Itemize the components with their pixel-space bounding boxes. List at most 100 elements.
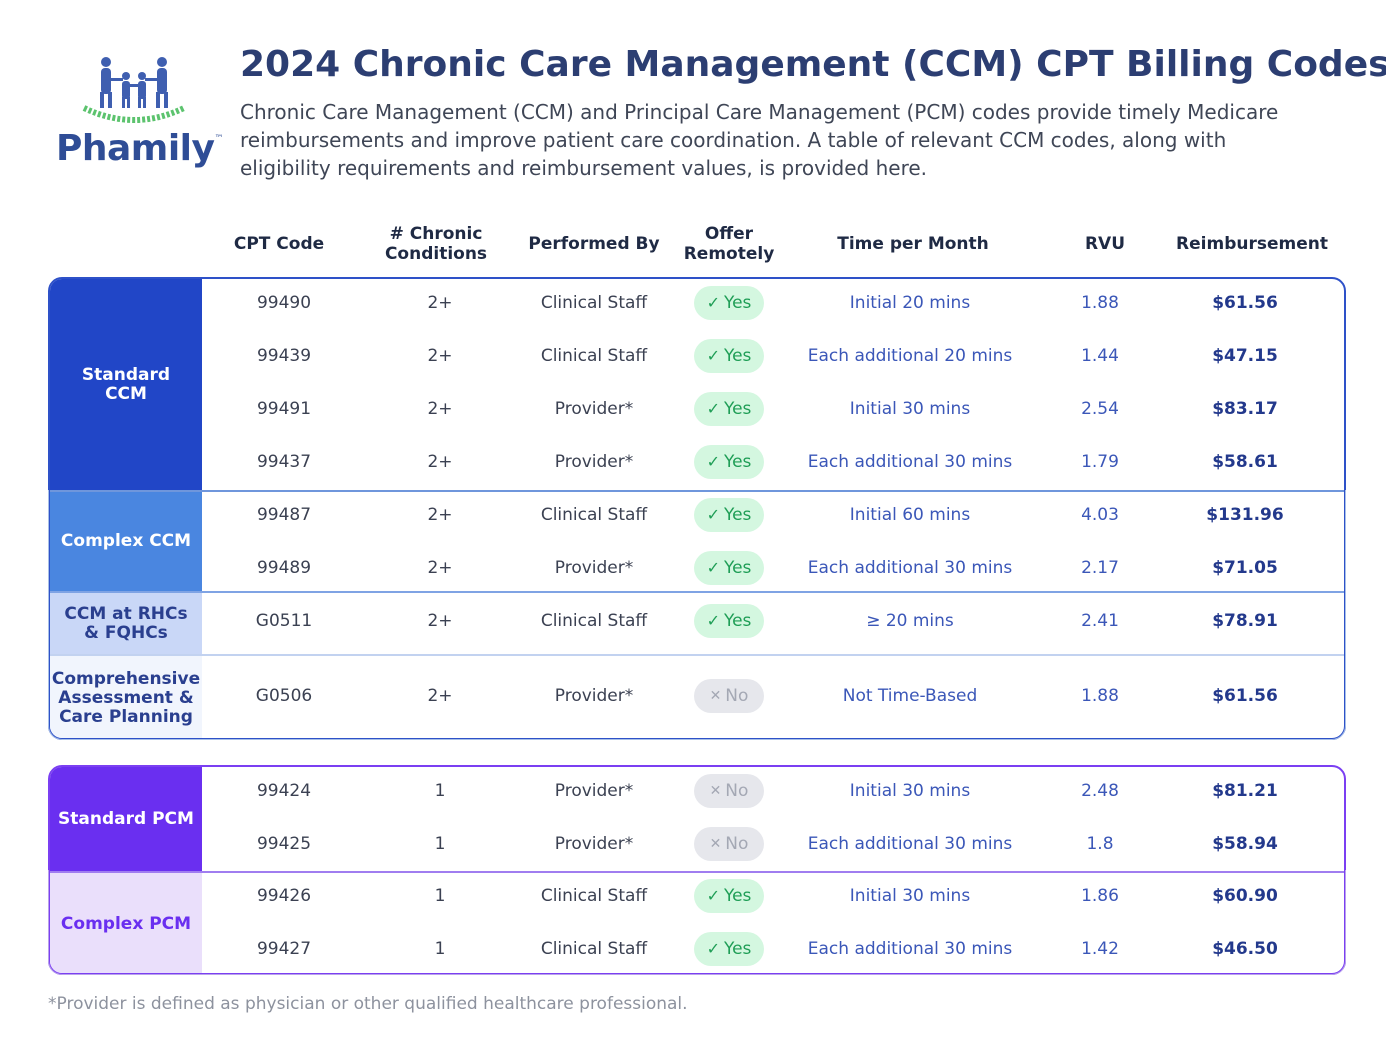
reimbursement-cell: $71.05 xyxy=(1170,541,1320,594)
check-icon: ✓ xyxy=(706,558,720,577)
cpt-code-cell: 99439 xyxy=(208,329,360,382)
page-title: 2024 Chronic Care Management (CCM) CPT B… xyxy=(240,44,1386,85)
chronic-conditions-value: 2+ xyxy=(427,292,453,313)
offer-label: Yes xyxy=(723,451,752,472)
offer-label: Yes xyxy=(723,345,752,366)
reimbursement-value: $60.90 xyxy=(1212,885,1278,906)
group-comprehensive-assessment: Comprehensive Assessment & Care Planning xyxy=(50,655,202,738)
x-icon: ✕ xyxy=(709,835,722,852)
group-ccm-rhc-fqhc: CCM at RHCs & FQHCs xyxy=(50,592,202,655)
offer-no-badge: ✕ No xyxy=(694,678,764,713)
performed-by-value: Provider* xyxy=(554,451,634,472)
rvu-value: 2.48 xyxy=(1081,780,1119,801)
time-per-month-value: ≥ 20 mins xyxy=(866,610,954,631)
rvu-value: 2.17 xyxy=(1081,557,1119,578)
header-cpt-code: CPT Code xyxy=(233,234,325,254)
chronic-conditions-value: 2+ xyxy=(427,451,453,472)
chronic-conditions-value: 2+ xyxy=(427,557,453,578)
cpt-code-value: 99490 xyxy=(256,292,312,313)
reimbursement-value: $46.50 xyxy=(1212,938,1278,959)
chronic-conditions-cell: 1 xyxy=(364,817,516,870)
time-per-month-cell: Not Time-Based xyxy=(790,669,1030,722)
performed-by-cell: Clinical Staff xyxy=(516,869,672,922)
cpt-code-value: 99424 xyxy=(256,780,312,801)
performed-by-value: Clinical Staff xyxy=(540,885,648,906)
cpt-code-value: G0511 xyxy=(255,610,313,631)
footnote: *Provider is defined as physician or oth… xyxy=(48,994,688,1014)
rvu-value: 1.44 xyxy=(1081,345,1119,366)
chronic-conditions-value: 2+ xyxy=(427,345,453,366)
offer-remotely-cell: ✓ Yes xyxy=(684,922,774,975)
rvu-cell: 1.86 xyxy=(1050,869,1150,922)
offer-label: Yes xyxy=(723,398,752,419)
performed-by-cell: Clinical Staff xyxy=(516,594,672,647)
reimbursement-value: $81.21 xyxy=(1212,780,1278,801)
cpt-code-cell: 99490 xyxy=(208,276,360,329)
header-rvu: RVU xyxy=(1084,234,1126,254)
offer-yes-badge: ✓ Yes xyxy=(694,391,764,426)
rvu-value: 1.88 xyxy=(1081,685,1119,706)
performed-by-value: Provider* xyxy=(554,833,634,854)
check-icon: ✓ xyxy=(706,505,720,524)
phamily-logo: Phamily™ xyxy=(56,52,223,172)
x-icon: ✕ xyxy=(709,687,722,704)
offer-remotely-cell: ✓ Yes xyxy=(684,382,774,435)
performed-by-cell: Clinical Staff xyxy=(516,488,672,541)
time-per-month-cell: Initial 30 mins xyxy=(790,869,1030,922)
time-per-month-cell: Each additional 30 mins xyxy=(790,817,1030,870)
offer-yes-badge: ✓ Yes xyxy=(694,444,764,479)
performed-by-cell: Clinical Staff xyxy=(516,329,672,382)
performed-by-cell: Provider* xyxy=(516,541,672,594)
reimbursement-cell: $131.96 xyxy=(1170,488,1320,541)
rvu-cell: 2.54 xyxy=(1050,382,1150,435)
reimbursement-cell: $83.17 xyxy=(1170,382,1320,435)
cpt-code-value: 99425 xyxy=(256,833,312,854)
offer-label: No xyxy=(725,685,749,706)
group-standard-ccm: Standard CCM xyxy=(50,279,202,490)
offer-remotely-cell: ✓ Yes xyxy=(684,869,774,922)
chronic-conditions-value: 2+ xyxy=(427,610,453,631)
time-per-month-cell: ≥ 20 mins xyxy=(790,594,1030,647)
performed-by-cell: Clinical Staff xyxy=(516,922,672,975)
reimbursement-value: $47.15 xyxy=(1212,345,1278,366)
x-icon: ✕ xyxy=(709,782,722,799)
cpt-code-cell: G0506 xyxy=(208,669,360,722)
group-divider xyxy=(50,591,1344,593)
time-per-month-cell: Each additional 30 mins xyxy=(790,922,1030,975)
time-per-month-value: Each additional 30 mins xyxy=(807,451,1013,472)
reimbursement-cell: $78.91 xyxy=(1170,594,1320,647)
time-per-month-cell: Each additional 30 mins xyxy=(790,541,1030,594)
header-offer-remotely: Offer Remotely xyxy=(683,224,775,264)
offer-remotely-cell: ✓ Yes xyxy=(684,488,774,541)
time-per-month-value: Initial 60 mins xyxy=(849,504,971,525)
reimbursement-cell: $61.56 xyxy=(1170,276,1320,329)
check-icon: ✓ xyxy=(706,886,720,905)
header-performed-by: Performed By xyxy=(528,234,660,254)
cpt-code-cell: 99489 xyxy=(208,541,360,594)
check-icon: ✓ xyxy=(706,399,720,418)
rvu-cell: 2.41 xyxy=(1050,594,1150,647)
time-per-month-value: Initial 20 mins xyxy=(849,292,971,313)
offer-remotely-cell: ✓ Yes xyxy=(684,276,774,329)
family-icon xyxy=(82,57,186,123)
group-divider xyxy=(50,490,1344,492)
check-icon: ✓ xyxy=(706,939,720,958)
chronic-conditions-value: 2+ xyxy=(427,398,453,419)
time-per-month-cell: Each additional 30 mins xyxy=(790,435,1030,488)
check-icon: ✓ xyxy=(706,346,720,365)
cpt-code-value: 99427 xyxy=(256,938,312,959)
group-standard-pcm: Standard PCM xyxy=(50,767,202,871)
performed-by-value: Clinical Staff xyxy=(540,938,648,959)
performed-by-value: Provider* xyxy=(554,557,634,578)
chronic-conditions-value: 1 xyxy=(434,885,446,906)
reimbursement-cell: $46.50 xyxy=(1170,922,1320,975)
rvu-value: 1.42 xyxy=(1081,938,1119,959)
rvu-cell: 2.48 xyxy=(1050,764,1150,817)
offer-yes-badge: ✓ Yes xyxy=(694,603,764,638)
reimbursement-cell: $47.15 xyxy=(1170,329,1320,382)
time-per-month-cell: Initial 30 mins xyxy=(790,382,1030,435)
rvu-value: 2.41 xyxy=(1081,610,1119,631)
offer-remotely-cell: ✓ Yes xyxy=(684,594,774,647)
chronic-conditions-cell: 1 xyxy=(364,922,516,975)
performed-by-cell: Provider* xyxy=(516,764,672,817)
